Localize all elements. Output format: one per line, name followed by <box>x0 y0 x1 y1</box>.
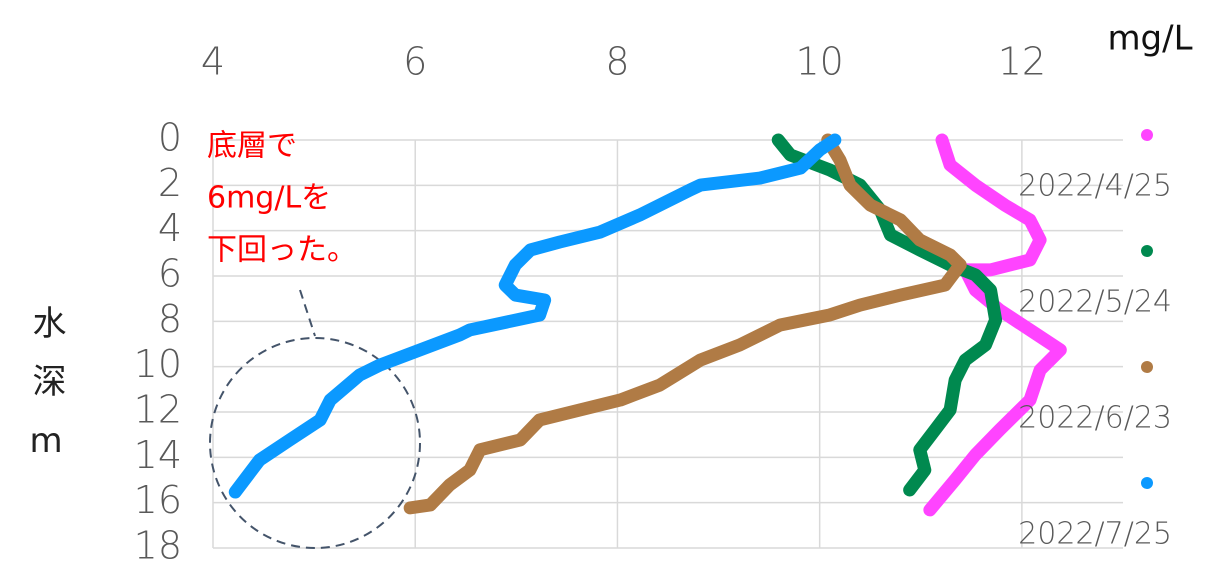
legend-marker <box>1141 129 1153 141</box>
x-tick-label: 8 <box>605 40 629 84</box>
legend-marker <box>1141 361 1153 373</box>
y-tick-label: 6 <box>158 252 182 296</box>
data-line <box>923 133 1067 517</box>
y-axis-label: 水深m <box>26 305 66 485</box>
x-tick-label: 10 <box>795 40 843 84</box>
y-tick-label: 10 <box>134 342 182 386</box>
y-tick-label: 0 <box>158 116 182 160</box>
x-tick-label: 6 <box>403 40 427 84</box>
data-line <box>228 133 842 499</box>
legend-label: 2022/5/24 <box>1018 285 1172 320</box>
y-tick-label: 8 <box>158 297 182 341</box>
legend-label: 2022/4/25 <box>1018 169 1172 204</box>
y-tick-label: 14 <box>134 433 182 477</box>
x-tick-label: 12 <box>998 40 1046 84</box>
y-tick-label: 16 <box>134 478 182 522</box>
x-axis-label: mg/L <box>1107 19 1192 59</box>
data-line <box>771 133 1003 497</box>
annotation: 下回った。 <box>207 233 357 268</box>
legend-label: 2022/7/25 <box>1018 517 1172 552</box>
legend-marker <box>1141 245 1153 257</box>
y-tick-label: 12 <box>134 388 182 432</box>
y-tick-label: 4 <box>158 206 182 250</box>
highlight-circle <box>209 337 421 549</box>
data-line <box>403 133 967 515</box>
legend-marker <box>1141 477 1153 489</box>
highlight-pointer <box>299 289 316 337</box>
legend-label: 2022/6/23 <box>1018 401 1172 436</box>
y-tick-label: 18 <box>134 524 182 567</box>
x-tick-label: 4 <box>201 40 225 84</box>
annotation: 6mg/Lを <box>207 181 331 216</box>
annotation: 底層で <box>207 129 297 164</box>
y-tick-label: 2 <box>158 161 182 205</box>
